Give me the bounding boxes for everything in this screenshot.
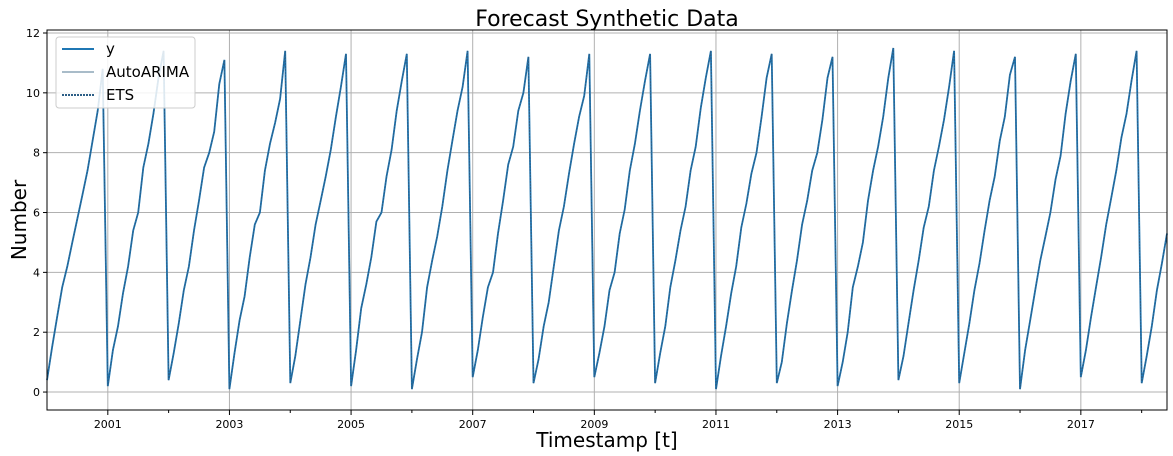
x-tick-label: 2017 xyxy=(1067,418,1095,431)
y-tick-label: 0 xyxy=(33,386,40,399)
x-axis-ticks: 2001 2003 2005 2007 2009 2011 2013 2015 2017 xyxy=(94,410,1143,431)
y-tick-label: 12 xyxy=(26,27,40,40)
x-tick-label: 2011 xyxy=(702,418,730,431)
y-axis-ticks: 0 2 4 6 8 10 12 xyxy=(26,27,47,399)
x-tick-label: 2001 xyxy=(94,418,122,431)
y-tick-label: 2 xyxy=(33,326,40,339)
legend-label: AutoARIMA xyxy=(106,63,190,81)
plot-frame xyxy=(46,29,1168,411)
x-tick-label: 2003 xyxy=(215,418,243,431)
x-tick-label: 2009 xyxy=(580,418,608,431)
y-tick-label: 8 xyxy=(33,147,40,160)
y-tick-label: 10 xyxy=(26,87,40,100)
series-layer xyxy=(46,47,1168,390)
series-y-line xyxy=(46,47,1168,390)
x-tick-label: 2013 xyxy=(824,418,852,431)
x-tick-label: 2007 xyxy=(459,418,487,431)
series-autoarima-line xyxy=(46,47,1168,390)
y-tick-label: 6 xyxy=(33,207,40,220)
legend-box xyxy=(55,36,196,109)
y-axis-label: Number xyxy=(7,179,31,260)
x-tick-label: 2015 xyxy=(945,418,973,431)
y-tick-label: 4 xyxy=(33,266,40,279)
grid-lines xyxy=(47,30,1167,410)
chart-title: Forecast Synthetic Data xyxy=(475,7,738,32)
series-ets-line xyxy=(46,47,1168,390)
legend-label: y xyxy=(106,40,115,58)
x-tick-label: 2005 xyxy=(337,418,365,431)
x-axis-label: Timestamp [t] xyxy=(535,428,677,452)
legend: y AutoARIMA ETS xyxy=(55,36,196,109)
legend-label: ETS xyxy=(106,86,134,104)
